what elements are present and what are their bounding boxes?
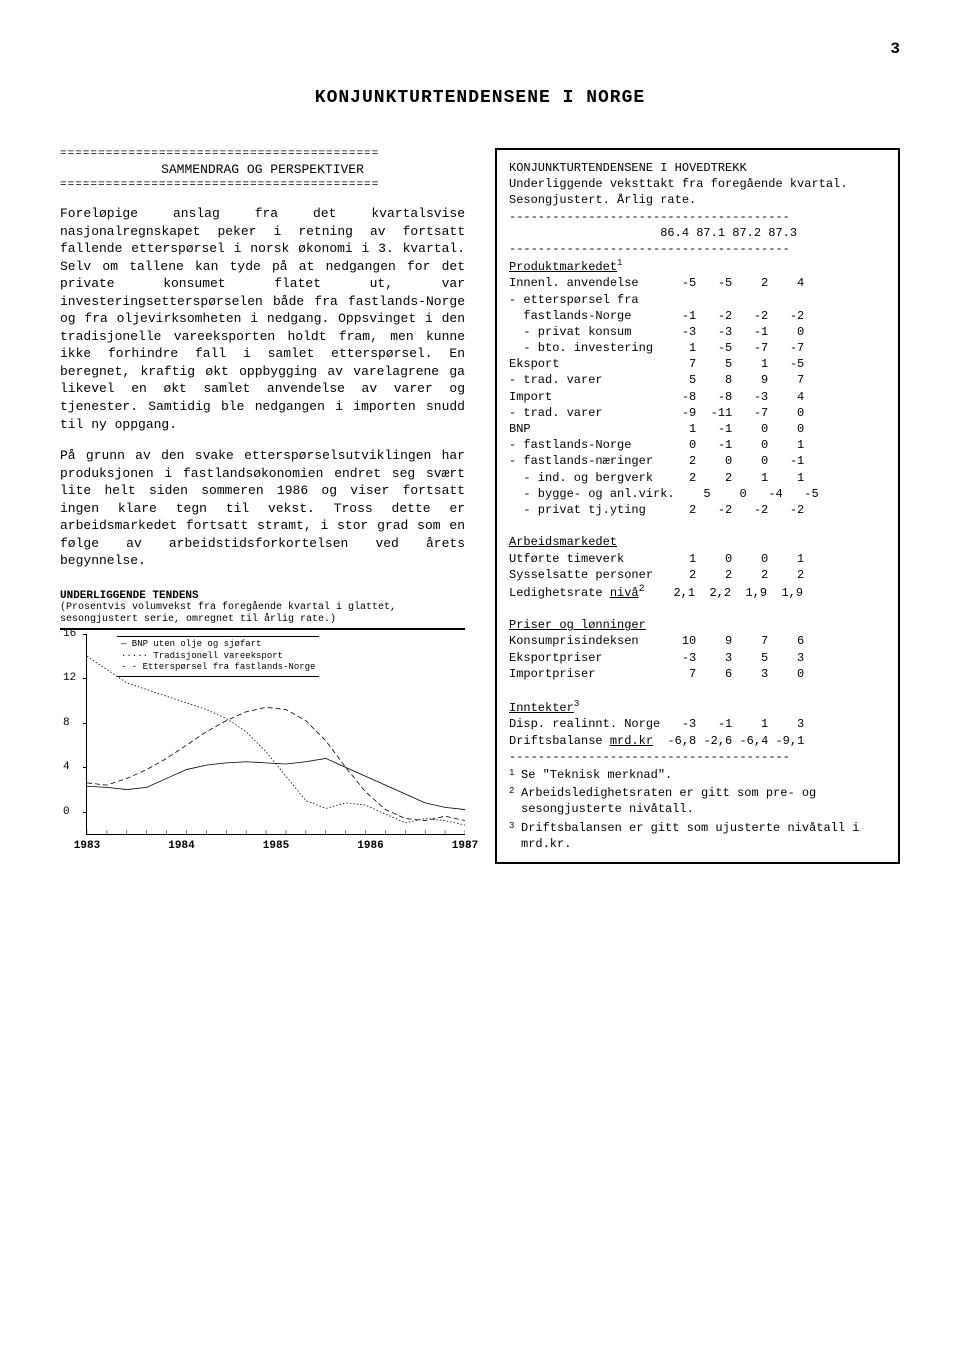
right-column: KONJUNKTURTENDENSENE I HOVEDTREKK Underl… [495,148,900,864]
box-title: KONJUNKTURTENDENSENE I HOVEDTREKK [509,160,886,176]
y-tick: 16 [63,628,76,640]
chart-title: UNDERLIGGENDE TENDENS [60,590,465,602]
section-heading: SAMMENDRAG OG PERSPEKTIVER [60,162,465,177]
x-tick: 1986 [357,840,383,852]
x-tick: 1985 [263,840,289,852]
dash-line: --------------------------------------- [509,209,886,225]
paragraph-1: Foreløpige anslag fra det kvartalsvise n… [60,205,465,433]
line-chart: — BNP uten olje og sjøfart ····· Tradisj… [86,634,465,835]
y-tick: 8 [63,717,70,729]
x-tick: 1984 [168,840,194,852]
divider-bottom: ========================================… [60,179,465,191]
y-tick: 12 [63,672,76,684]
x-tick: 1983 [74,840,100,852]
y-tick: 0 [63,806,70,818]
y-tick: 4 [63,761,70,773]
dash-line: --------------------------------------- [509,241,886,257]
chart-subtitle: (Prosentvis volumvekst fra foregående kv… [60,602,465,630]
box-subtitle: Underliggende veksttakt fra foregående k… [509,176,886,208]
page-number: 3 [60,40,900,58]
divider-top: ========================================… [60,148,465,160]
column-headers: 86.4 87.1 87.2 87.3 [509,225,886,241]
summary-table-box: KONJUNKTURTENDENSENE I HOVEDTREKK Underl… [495,148,900,864]
footnotes: 1Se "Teknisk merknad".2Arbeidsledighetsr… [509,767,886,852]
x-tick: 1987 [452,840,478,852]
dash-line: --------------------------------------- [509,749,886,765]
chart-svg [87,634,465,834]
paragraph-2: På grunn av den svake etterspørselsutvik… [60,447,465,570]
page-title: KONJUNKTURTENDENSENE I NORGE [60,88,900,108]
table-body: Produktmarkedet1 Innenl. anvendelse -5 -… [509,257,886,749]
left-column: ========================================… [60,148,465,864]
